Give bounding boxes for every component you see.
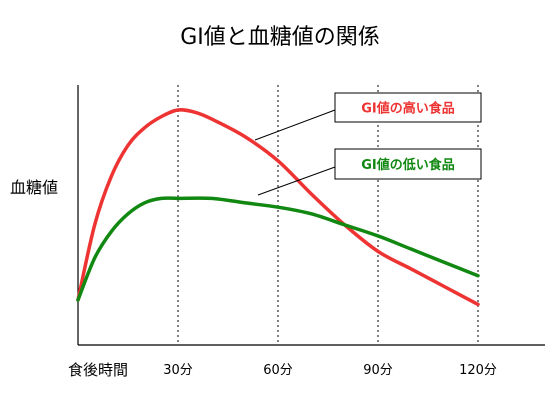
x-tick-label: 60分 [263,363,293,378]
chart-title: GI値と血糖値の関係 [180,25,380,50]
legend-leader-line [254,109,336,141]
legend-box [334,92,482,123]
x-tick-label: 30分 [163,363,193,378]
x-tick-label: 120分 [459,363,497,378]
legend: GI値の高い食品 GI値の低い食品 [254,92,482,196]
x-tick-label: 90分 [363,363,393,378]
legend-label: GI値の低い食品 [361,157,455,173]
legend-label: GI値の高い食品 [361,101,455,117]
series-line-1 [76,196,480,302]
legend-leader-line [257,166,336,196]
legend-box [334,148,482,180]
x-tick-labels: 30分 60分 90分 120分 [163,363,497,378]
x-axis-label: 食後時間 [68,361,128,379]
grid-lines [177,85,479,345]
y-axis-label: 血糖値 [10,178,58,197]
series-line-0 [76,108,480,307]
series-lines [76,108,480,307]
